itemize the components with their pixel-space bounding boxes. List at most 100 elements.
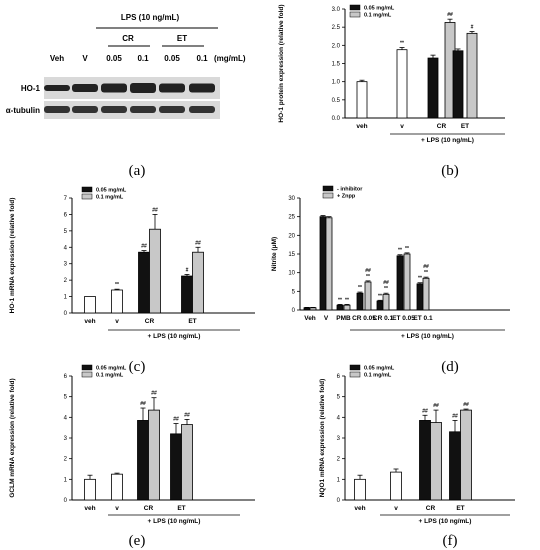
legend-swatch-gray xyxy=(349,11,361,18)
significance-label: ## xyxy=(452,413,458,419)
y-axis-label: HO-1 protein expression (relative fold) xyxy=(278,4,285,122)
significance-label: ** xyxy=(398,248,402,254)
significance-label: ## xyxy=(152,207,158,213)
blot-band-ho1 xyxy=(130,83,156,93)
bar xyxy=(356,81,368,119)
significance-label: ** xyxy=(384,286,388,292)
lps-bracket-label: + LPS (10 ng/mL) xyxy=(148,333,201,340)
blot-group-cr: CR xyxy=(122,34,134,43)
legend-label: 0.05 mg/mL xyxy=(96,188,127,194)
y-tick-label: 0 xyxy=(337,498,341,504)
lps-bracket-label: + LPS (10 ng/mL) xyxy=(148,518,201,525)
y-tick-label: 3 xyxy=(64,262,68,268)
y-axis-label: Nitrite (μM) xyxy=(271,237,278,271)
y-tick-label: 3.0 xyxy=(332,7,341,13)
chart-f: 0 1 2 3 4 5 6 NQO1 mRNA expression (relative fo… xyxy=(319,364,515,549)
bar xyxy=(416,283,424,311)
bar xyxy=(460,409,472,501)
significance-label: ## xyxy=(184,412,190,418)
y-tick-label: 0.5 xyxy=(332,98,341,104)
y-tick-label: 4 xyxy=(337,415,341,421)
panel-label-e: (e) xyxy=(129,533,146,549)
blot-lane-et-01: 0.1 xyxy=(196,54,208,63)
bar xyxy=(430,422,442,501)
x-category-label: veh xyxy=(84,318,95,325)
x-category-label: v xyxy=(115,505,119,512)
x-category-label: CR xyxy=(144,505,154,512)
bar xyxy=(181,424,193,501)
bar xyxy=(192,251,204,314)
legend-label: - inhibitor xyxy=(337,187,363,193)
chart-e: 0 1 2 3 4 5 6 GCLM mRNA expression (relative fo… xyxy=(9,364,255,549)
bar xyxy=(390,471,402,501)
legend-label: 0.05 mg/mL xyxy=(364,6,395,12)
blot-lps-header: LPS (10 ng/mL) xyxy=(121,13,180,22)
significance-label: ## xyxy=(141,244,147,250)
bar xyxy=(149,228,161,314)
y-tick-label: 1.0 xyxy=(332,80,341,86)
bar xyxy=(84,478,96,501)
blot-band-ho1 xyxy=(44,85,70,91)
bar xyxy=(364,281,372,311)
y-tick-label: 0 xyxy=(64,311,68,317)
western-blot-panel: LPS (10 ng/mL) CR ET Veh V 0.05 0.1 0.05… xyxy=(6,13,246,179)
blot-band-tubulin xyxy=(72,106,98,113)
x-category-label: ET xyxy=(461,123,469,130)
y-tick-label: 6 xyxy=(64,374,68,380)
legend-label: 0.05 mg/mL xyxy=(364,366,395,372)
significance-label: ** xyxy=(366,274,370,280)
legend-label: 0.1 mg/mL xyxy=(364,13,392,19)
x-category-label: CR xyxy=(145,318,155,325)
bar xyxy=(84,296,96,314)
blot-row-ho1: HO-1 xyxy=(21,84,41,93)
bar xyxy=(181,275,193,314)
x-category-label: veh xyxy=(354,505,365,512)
y-tick-label: 0 xyxy=(64,498,68,504)
blot-lane-et-005: 0.05 xyxy=(164,54,180,63)
bar-charts: 0.0 0.5 1.0 1.5 2.0 2.5 3.0 HO-1 protein expres… xyxy=(9,4,515,549)
legend-swatch-black xyxy=(81,364,93,371)
x-category-label: v xyxy=(394,505,398,512)
panel-label-a: (a) xyxy=(129,163,146,179)
bar xyxy=(138,251,150,314)
chart-d: 0 5 10 15 20 25 30 Nitrite (μM) - inhibitor+ Znp… xyxy=(271,185,510,375)
y-tick-label: 7 xyxy=(64,196,68,202)
y-axis-label: NQO1 mRNA expression (relative fold) xyxy=(319,379,326,498)
bar xyxy=(396,255,404,311)
legend-swatch-black xyxy=(322,185,334,192)
significance-label: ## xyxy=(463,402,469,408)
y-tick-label: 6 xyxy=(337,374,341,380)
legend-label: 0.1 mg/mL xyxy=(96,195,124,201)
y-tick-label: 4 xyxy=(64,245,68,251)
y-tick-label: 1 xyxy=(64,477,68,483)
bar xyxy=(111,473,123,501)
bar xyxy=(111,289,123,314)
blot-lane-cr-01: 0.1 xyxy=(137,54,149,63)
significance-label: ** xyxy=(358,285,362,291)
y-tick-label: 1 xyxy=(337,477,341,483)
y-tick-label: 5 xyxy=(64,395,68,401)
y-tick-label: 10 xyxy=(288,271,295,277)
panel-label-b: (b) xyxy=(441,163,459,179)
significance-label: # xyxy=(471,25,474,31)
significance-label: ** xyxy=(400,41,404,47)
bar xyxy=(336,304,344,311)
legend-label: + Znpp xyxy=(337,194,356,200)
y-tick-label: 2.5 xyxy=(332,25,341,31)
y-tick-label: 20 xyxy=(288,233,295,239)
x-category-label: CR 0.1 xyxy=(373,315,394,322)
blot-lane-veh: Veh xyxy=(50,54,64,63)
blot-bands-ho1 xyxy=(44,83,215,93)
bar xyxy=(309,307,317,311)
y-tick-label: 0 xyxy=(292,308,296,314)
significance-label: ** xyxy=(345,297,349,303)
bar xyxy=(376,300,384,311)
bar xyxy=(303,307,311,311)
y-tick-label: 3 xyxy=(64,436,68,442)
blot-band-ho1 xyxy=(72,84,98,92)
blot-band-tubulin xyxy=(189,106,215,113)
blot-group-et: ET xyxy=(177,34,187,43)
x-category-label: ET xyxy=(456,505,464,512)
y-tick-label: 5 xyxy=(337,395,341,401)
y-tick-label: 3 xyxy=(337,436,341,442)
